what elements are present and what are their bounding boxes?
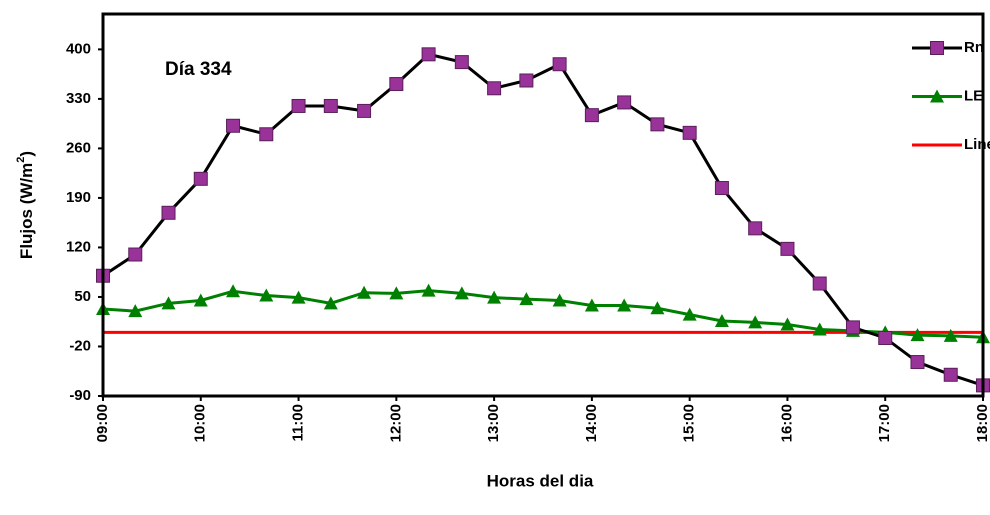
marker	[389, 77, 404, 92]
marker	[323, 98, 338, 113]
marker	[943, 367, 958, 382]
marker	[682, 125, 697, 140]
y-tick-label: 260	[66, 139, 91, 156]
marker	[780, 241, 795, 256]
y-tick-label: -20	[69, 337, 91, 354]
legend-label: LE	[964, 87, 983, 104]
marker	[519, 292, 534, 306]
annotation: Día 334	[165, 59, 232, 80]
marker	[161, 205, 176, 220]
y-tick-label: -90	[69, 387, 91, 404]
marker	[650, 301, 665, 315]
x-tick-label: 09:00	[94, 404, 111, 442]
marker	[487, 81, 502, 96]
marker	[161, 296, 176, 310]
marker	[128, 304, 143, 318]
x-tick-label: 15:00	[681, 404, 698, 442]
series-line	[102, 52, 984, 387]
marker	[193, 171, 208, 186]
marker	[748, 315, 763, 329]
marker	[421, 283, 436, 297]
legend-label: Linea C	[964, 136, 990, 153]
marker	[193, 293, 208, 307]
marker	[226, 118, 241, 133]
marker	[454, 286, 469, 300]
x-tick-label: 17:00	[876, 404, 893, 442]
x-tick-label: 18:00	[974, 404, 990, 442]
marker	[357, 285, 372, 299]
legend-marker	[930, 41, 944, 55]
marker	[584, 298, 599, 312]
marker	[845, 320, 860, 335]
y-tick-label: 190	[66, 189, 91, 206]
x-tick-label: 16:00	[778, 404, 795, 442]
marker	[226, 284, 241, 298]
marker	[552, 57, 567, 72]
marker	[519, 73, 534, 88]
marker	[454, 55, 469, 70]
y-axis-title: Flujos (W/m2)	[15, 151, 37, 259]
y-axis-title-end: )	[17, 151, 36, 157]
marker	[259, 288, 274, 302]
marker	[812, 322, 827, 336]
y-tick-label: 330	[66, 90, 91, 107]
marker	[291, 98, 306, 113]
marker	[389, 286, 404, 300]
marker	[259, 127, 274, 142]
y-axis-title-sup: 2	[15, 157, 27, 163]
marker	[291, 290, 306, 304]
marker	[552, 293, 567, 307]
marker	[682, 307, 697, 321]
y-tick-label: 400	[66, 40, 91, 57]
marker	[584, 108, 599, 123]
marker	[714, 181, 729, 196]
marker	[812, 276, 827, 291]
marker	[650, 117, 665, 132]
plot-frame	[101, 12, 985, 398]
marker	[323, 296, 338, 310]
x-axis-title: Horas del dia	[487, 471, 594, 490]
marker	[910, 355, 925, 370]
y-tick-label: 50	[74, 288, 91, 305]
y-axis-title-text: Flujos (W/m	[17, 163, 36, 259]
marker	[780, 317, 795, 331]
x-tick-label: 10:00	[192, 404, 209, 442]
legend-label: Rn	[964, 39, 984, 56]
y-tick-label: 120	[66, 238, 91, 255]
marker	[910, 328, 925, 342]
legend-marker	[930, 89, 944, 103]
marker	[714, 314, 729, 328]
x-tick-label: 11:00	[290, 404, 307, 442]
x-tick-label: 14:00	[583, 404, 600, 442]
marker	[617, 298, 632, 312]
marker	[128, 247, 143, 262]
marker	[878, 330, 893, 345]
marker	[943, 328, 958, 342]
marker	[421, 47, 436, 62]
series-line	[102, 289, 984, 339]
marker	[748, 221, 763, 236]
x-tick-label: 12:00	[387, 404, 404, 442]
marker	[357, 103, 372, 118]
marker	[617, 95, 632, 110]
x-tick-label: 13:00	[485, 404, 502, 442]
marker	[487, 290, 502, 304]
